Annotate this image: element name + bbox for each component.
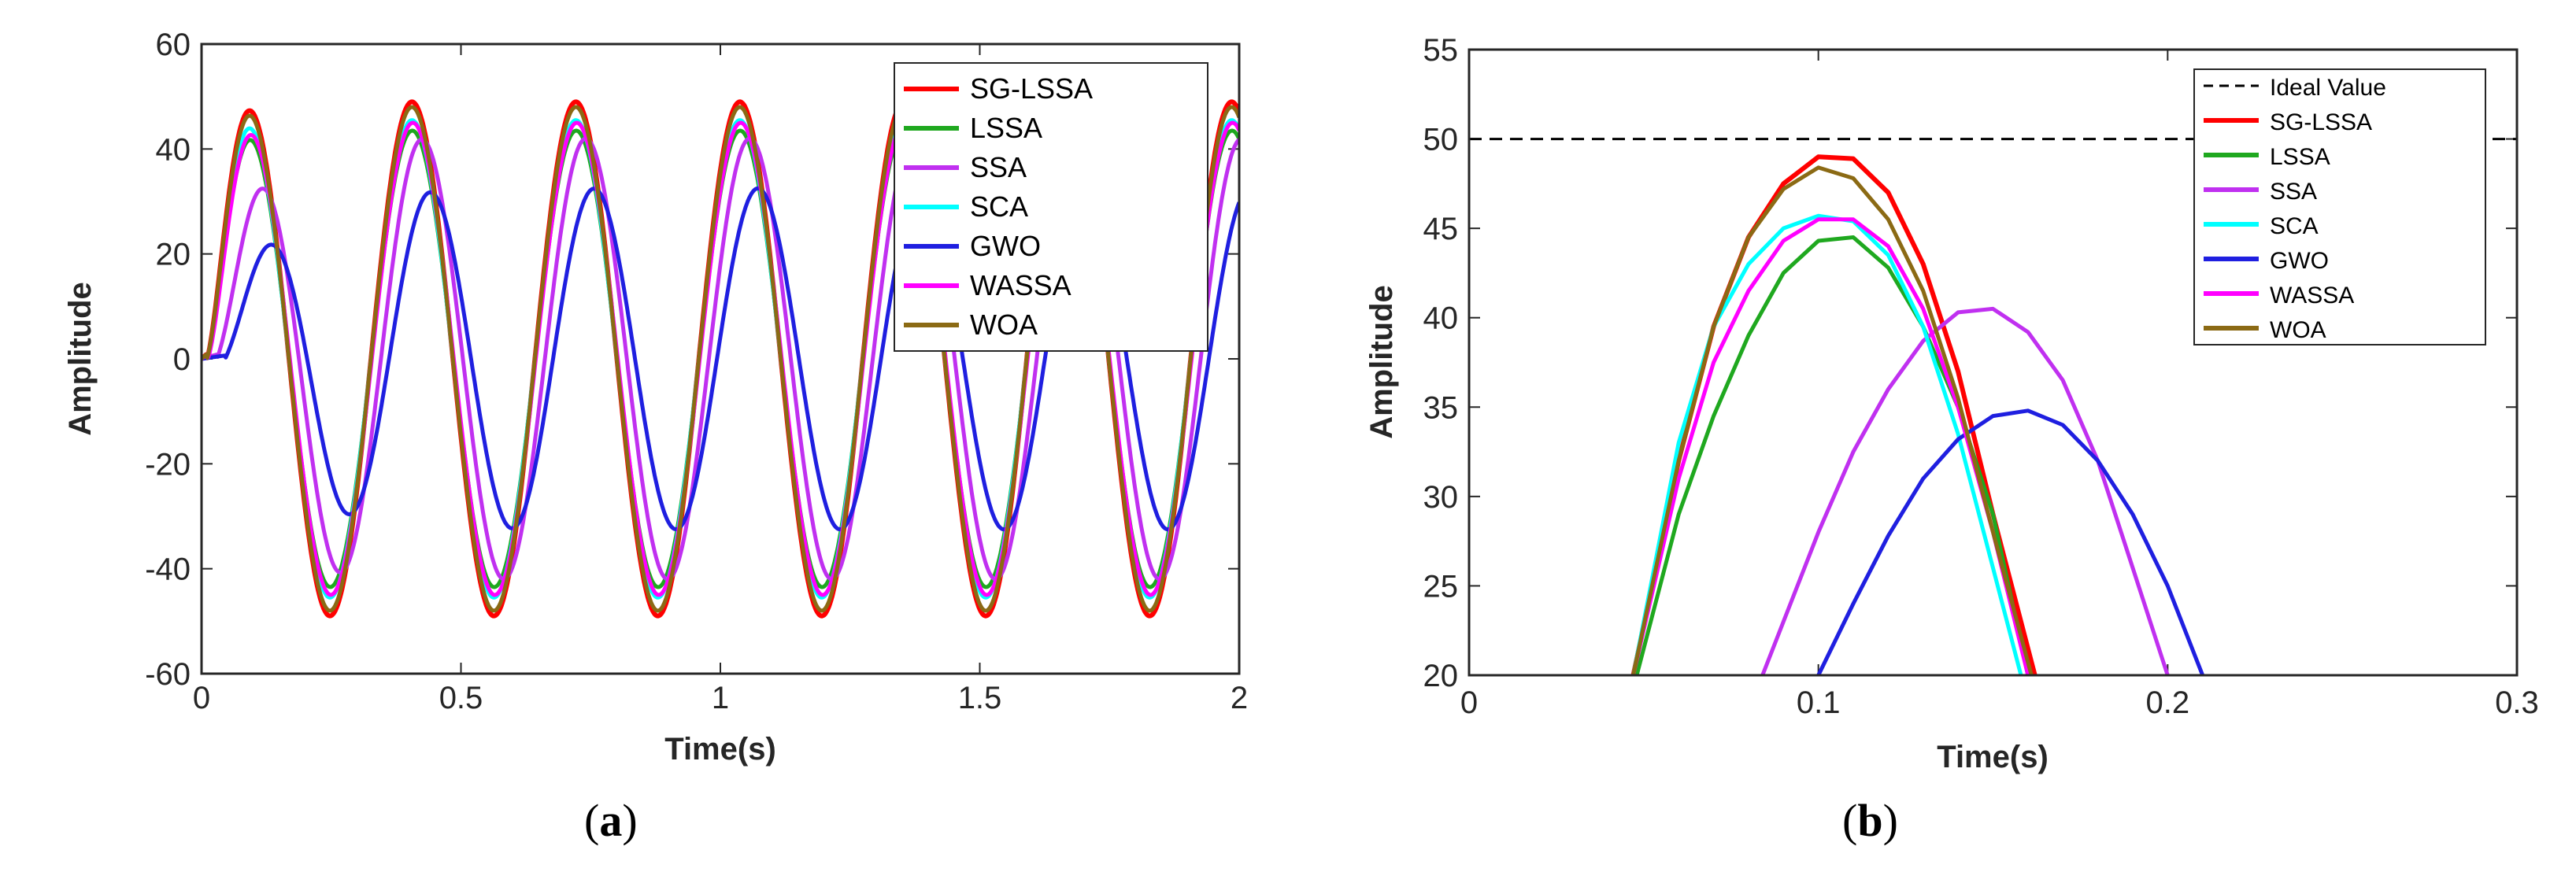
series-line-gwo bbox=[1816, 408, 2205, 675]
chart-b: 0 0.1 0.2 0.3 20 25 30 35 40 45 50 55 Ideal Value SG… bbox=[1364, 33, 2539, 846]
x-tick-label: 0.2 bbox=[2146, 685, 2190, 720]
chart-a: 0 0.5 1 1.5 2 -60 -40 -20 0 20 40 60 SG-LSSA LSSA SSA… bbox=[63, 28, 1248, 846]
chart-b-ticks: 0 0.1 0.2 0.3 20 25 30 35 40 45 50 55 bbox=[1423, 33, 2539, 720]
chart-a-panel-label: (a) bbox=[584, 795, 638, 846]
y-tick-label: 25 bbox=[1423, 569, 1459, 604]
chart-b-axes-box bbox=[1468, 48, 2519, 677]
legend-label: GWO bbox=[970, 230, 1041, 262]
y-tick-label: 20 bbox=[1423, 659, 1459, 693]
y-tick-label: 40 bbox=[1423, 301, 1459, 336]
y-tick-label: 20 bbox=[156, 238, 191, 272]
x-tick-label: 0 bbox=[193, 681, 210, 715]
chart-a-ylabel: Amplitude bbox=[63, 282, 98, 436]
legend-label: SG-LSSA bbox=[2270, 109, 2372, 135]
chart-b-panel-letter: b bbox=[1857, 795, 1882, 846]
legend-label: SSA bbox=[2270, 179, 2317, 205]
legend-label: LSSA bbox=[970, 112, 1042, 144]
legend-label: SCA bbox=[970, 190, 1028, 223]
y-tick-label: -60 bbox=[145, 657, 191, 692]
y-tick-label: 35 bbox=[1423, 390, 1459, 425]
legend-label: WASSA bbox=[2270, 283, 2354, 308]
series-line-ssa bbox=[1760, 306, 2170, 675]
legend-label: WOA bbox=[2270, 317, 2326, 343]
chart-b-xlabel: Time(s) bbox=[1937, 740, 2049, 774]
y-tick-label: 55 bbox=[1423, 33, 1459, 68]
y-tick-label: -40 bbox=[145, 552, 191, 587]
legend-label: SG-LSSA bbox=[970, 72, 1093, 105]
y-tick-label: 30 bbox=[1423, 480, 1459, 515]
x-tick-label: 2 bbox=[1231, 681, 1248, 715]
y-tick-label: 45 bbox=[1423, 212, 1459, 246]
legend-label: SSA bbox=[970, 151, 1027, 183]
x-tick-label: 1 bbox=[712, 681, 729, 715]
series-line-woa bbox=[1631, 165, 2034, 675]
legend-label: WASSA bbox=[970, 269, 1071, 301]
chart-b-legend: Ideal Value SG-LSSA LSSA SSA SCA GWO WASSA WOA bbox=[2193, 68, 2486, 345]
x-tick-label: 0.3 bbox=[2495, 685, 2539, 720]
x-tick-label: 1.5 bbox=[958, 681, 1002, 715]
chart-b-panel-label: (b) bbox=[1842, 795, 1898, 846]
legend-label: Ideal Value bbox=[2270, 75, 2386, 101]
chart-b-legend-box bbox=[2193, 68, 2486, 345]
x-tick-label: 0.5 bbox=[439, 681, 483, 715]
y-tick-label: 0 bbox=[173, 342, 191, 377]
legend-label: LSSA bbox=[2270, 144, 2330, 170]
chart-a-legend: SG-LSSA LSSA SSA SCA GWO WASSA WOA bbox=[894, 62, 1208, 352]
y-tick-label: -20 bbox=[145, 447, 191, 482]
chart-b-ylabel: Amplitude bbox=[1364, 285, 1399, 439]
legend-label: GWO bbox=[2270, 248, 2329, 274]
chart-b-series-clip bbox=[1469, 138, 2517, 675]
x-tick-label: 0.1 bbox=[1797, 685, 1841, 720]
legend-label: SCA bbox=[2270, 213, 2319, 239]
y-tick-label: 50 bbox=[1423, 123, 1459, 157]
chart-b-series bbox=[1469, 138, 2517, 675]
chart-a-panel-letter: a bbox=[599, 795, 622, 846]
legend-label: WOA bbox=[970, 308, 1038, 341]
chart-a-xlabel: Time(s) bbox=[664, 732, 776, 767]
y-tick-label: 60 bbox=[156, 28, 191, 62]
x-tick-label: 0 bbox=[1460, 685, 1478, 720]
chart-a-ticks: 0 0.5 1 1.5 2 -60 -40 -20 0 20 40 60 bbox=[145, 28, 1248, 715]
y-tick-label: 40 bbox=[156, 132, 191, 167]
chart-a-axes-box bbox=[200, 42, 1241, 675]
